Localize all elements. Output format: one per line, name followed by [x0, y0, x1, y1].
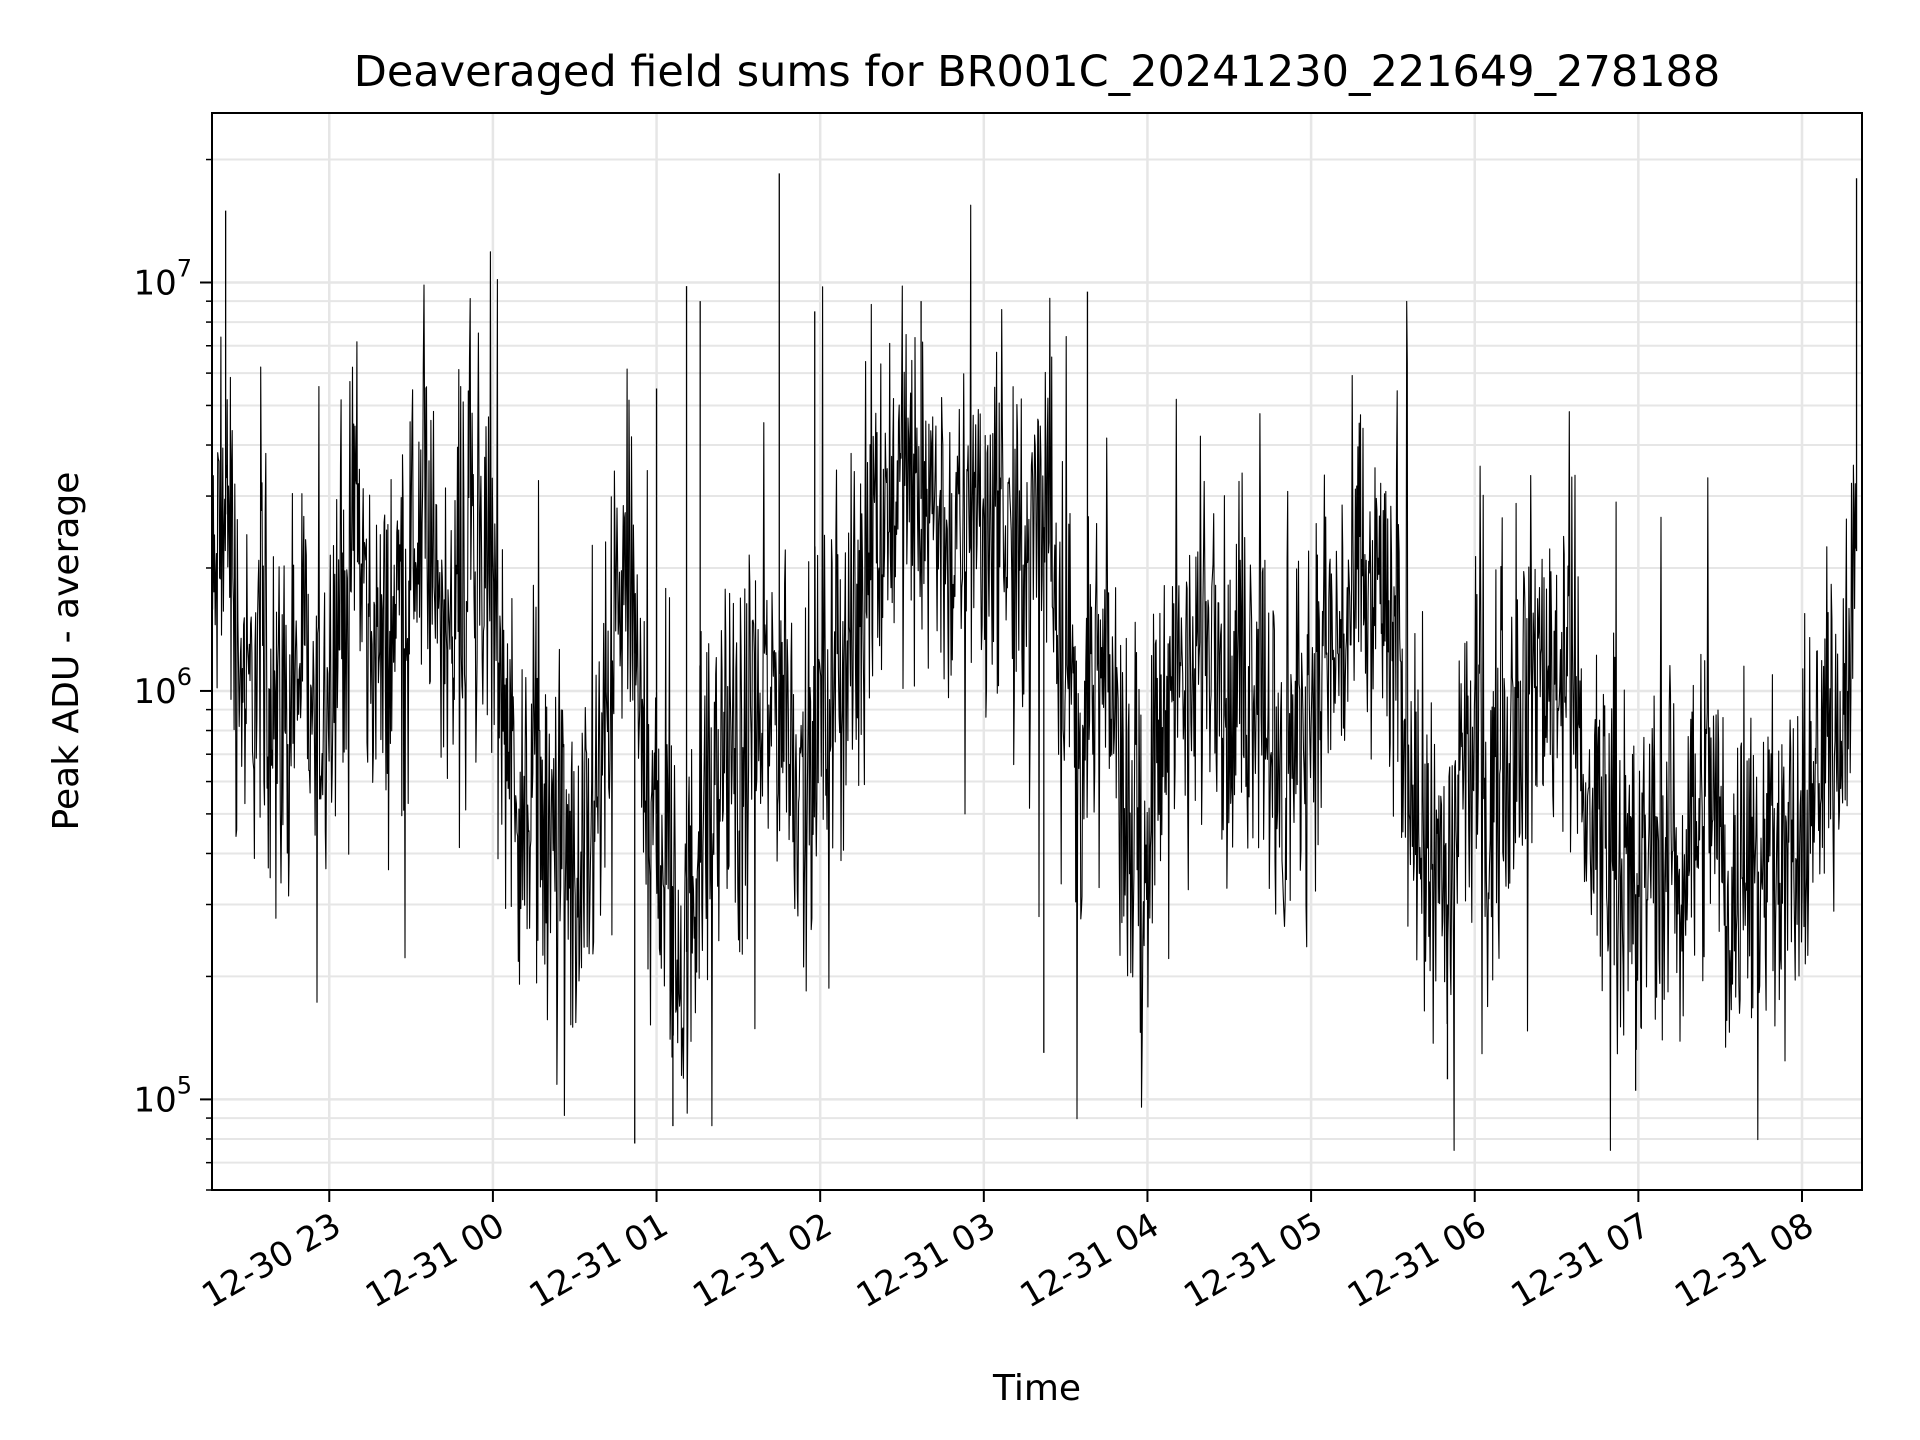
x-axis-label: Time [992, 1368, 1081, 1409]
chart-title: Deaveraged field sums for BR001C_2024123… [354, 47, 1721, 97]
grid-minor [212, 158, 1862, 1191]
series-line-0 [211, 204, 1858, 1151]
y-axis-label: Peak ADU - average [46, 472, 87, 831]
y-tick-label: 105 [133, 1071, 192, 1120]
y-tick-label: 106 [133, 663, 192, 712]
y-tick-label: 107 [133, 254, 192, 303]
y-axis-ticks: 105 106 107 [133, 158, 212, 1191]
plot-frame [211, 112, 1863, 1191]
series-layer [211, 173, 1858, 1151]
